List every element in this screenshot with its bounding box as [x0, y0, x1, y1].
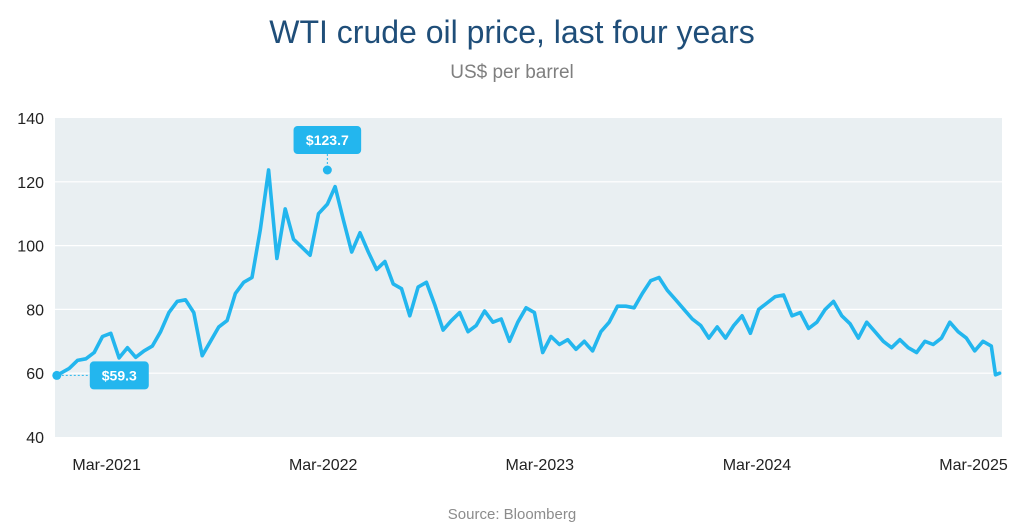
annotation-point — [322, 165, 332, 175]
source-note: Source: Bloomberg — [447, 506, 577, 523]
y-tick-label: 100 — [17, 239, 44, 256]
chart-title: WTI crude oil price, last four years — [269, 14, 755, 50]
annotation-label: $123.7 — [306, 132, 349, 148]
y-tick-label: 120 — [17, 175, 44, 192]
annotation-label: $59.3 — [102, 367, 137, 383]
y-tick-label: 140 — [17, 111, 44, 128]
annotation-box — [293, 125, 362, 154]
x-tick-label: Mar-2025 — [939, 457, 1008, 474]
y-axis-ticks: 40 60 80 100 120 140 — [17, 111, 44, 447]
y-tick-label: 40 — [26, 430, 44, 447]
annotation-box — [89, 361, 149, 390]
annotations: $59.3 $123.7 — [52, 125, 362, 390]
x-tick-label: Mar-2021 — [72, 457, 141, 474]
x-tick-label: Mar-2024 — [723, 457, 792, 474]
annotation-point — [52, 370, 62, 380]
x-tick-label: Mar-2022 — [289, 457, 358, 474]
x-axis-ticks: Mar-2021 Mar-2022 Mar-2023 Mar-2024 Mar-2025 — [72, 457, 1007, 474]
series-group — [54, 168, 1002, 378]
series-line — [54, 168, 1002, 378]
y-tick-label: 80 — [26, 302, 44, 319]
chart-subtitle: US$ per barrel — [450, 62, 574, 83]
x-tick-label: Mar-2023 — [506, 457, 575, 474]
y-tick-label: 60 — [26, 366, 44, 383]
plot-area — [55, 118, 1002, 437]
